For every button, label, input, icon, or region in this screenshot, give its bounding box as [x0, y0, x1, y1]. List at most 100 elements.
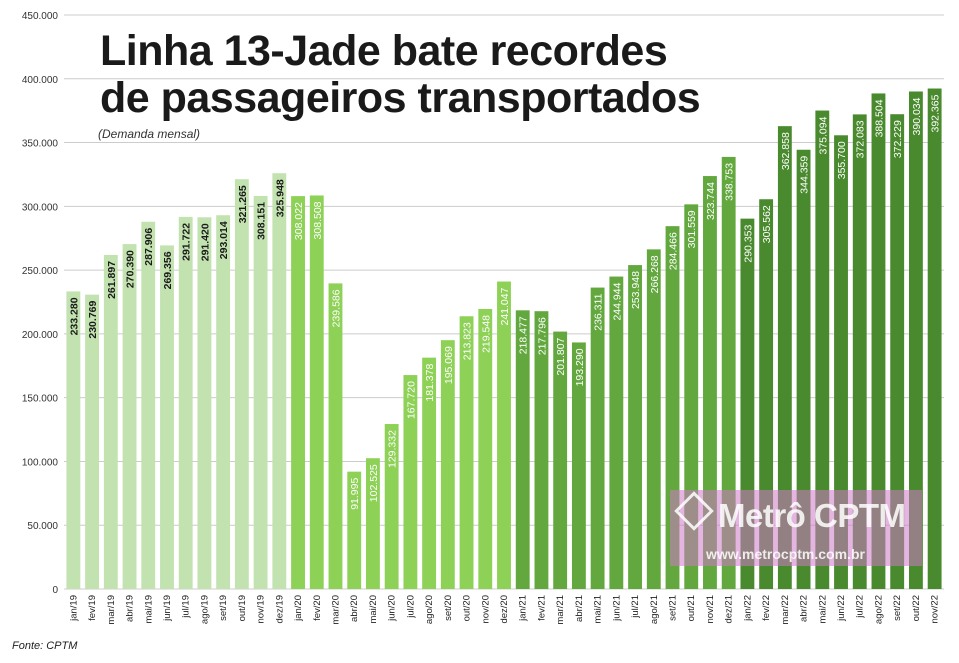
x-tick-label: abr/22 [799, 595, 810, 622]
x-tick-label: fev/19 [87, 595, 98, 621]
x-tick-label: mai/20 [368, 595, 379, 624]
chart-title-line1: Linha 13-Jade bate recordes [100, 27, 668, 75]
data-label: 291.420 [199, 223, 211, 261]
source-note: Fonte: CPTM [12, 640, 78, 652]
data-label: 301.559 [686, 210, 698, 248]
x-tick-label: ago/21 [649, 595, 660, 624]
x-tick-label: jul/19 [181, 595, 192, 619]
y-tick-label: 250.000 [22, 266, 59, 277]
x-tick-label: jun/20 [387, 595, 398, 622]
x-tick-label: nov/19 [256, 595, 267, 624]
chart-subtitle: (Demanda mensal) [98, 127, 201, 141]
data-label: 372.229 [892, 120, 904, 158]
data-label: 325.948 [274, 179, 286, 217]
data-label: 213.823 [462, 322, 474, 360]
bar [85, 294, 100, 589]
data-label: 321.265 [237, 185, 249, 223]
x-tick-label: jun/22 [836, 595, 847, 622]
x-tick-label: mai/22 [817, 595, 828, 624]
watermark-logo-text: Metrô CPTM [718, 497, 906, 534]
bar [366, 458, 380, 589]
bar [609, 276, 624, 589]
bar [852, 114, 867, 590]
x-tick-label: fev/22 [761, 595, 772, 621]
x-tick-label: jun/19 [162, 595, 173, 622]
chart-title: Linha 13-Jade bate recordes de passageir… [100, 27, 701, 122]
x-tick-label: dez/20 [499, 595, 510, 624]
data-label: 244.944 [611, 282, 623, 320]
x-tick-label: mai/19 [143, 595, 154, 624]
data-label: 390.034 [911, 97, 923, 135]
x-tick-label: jun/21 [611, 595, 622, 622]
bar [890, 114, 905, 589]
bar [777, 126, 792, 589]
x-tick-label: fev/21 [536, 595, 547, 621]
x-tick-label: nov/21 [705, 595, 716, 624]
bar [927, 88, 942, 589]
x-tick-label: nov/22 [930, 595, 941, 624]
x-tick-label: jan/22 [742, 595, 753, 622]
data-label: 308.022 [293, 202, 305, 240]
data-label: 269.356 [162, 251, 174, 289]
x-tick-label: set/20 [443, 595, 454, 621]
bar [328, 283, 343, 589]
bar [234, 179, 249, 589]
x-tick-label: jan/20 [293, 595, 304, 622]
y-tick-label: 200.000 [22, 330, 59, 341]
data-label: 239.586 [330, 289, 342, 327]
y-tick-label: 50.000 [27, 521, 58, 532]
x-tick-label: out/21 [686, 595, 697, 621]
x-tick-label: set/22 [892, 595, 903, 621]
bar [440, 340, 455, 589]
y-tick-label: 150.000 [22, 394, 59, 405]
x-tick-label: abr/20 [349, 595, 360, 622]
x-tick-label: out/20 [462, 595, 473, 621]
bar [834, 135, 848, 589]
data-label: 293.014 [218, 221, 230, 259]
y-tick-label: 350.000 [22, 139, 59, 150]
x-tick-label: abr/19 [125, 595, 136, 622]
bar [103, 254, 118, 589]
x-tick-label: jul/21 [630, 595, 641, 619]
data-label: 195.069 [443, 346, 455, 384]
x-tick-label: jan/19 [68, 595, 79, 622]
data-label: 201.807 [555, 337, 567, 375]
x-tick-label: set/21 [668, 595, 679, 621]
cube-icon [674, 491, 714, 531]
x-tick-label: dez/19 [274, 595, 285, 624]
data-label: 323.744 [705, 182, 717, 220]
bar [459, 316, 474, 589]
data-label: 181.378 [424, 363, 436, 401]
data-label: 392.365 [930, 94, 942, 132]
bar [403, 375, 418, 589]
x-tick-label: ago/19 [199, 595, 210, 624]
data-label: 236.311 [593, 293, 605, 330]
data-label: 270.390 [125, 250, 137, 288]
x-tick-label: ago/22 [873, 595, 884, 624]
data-label: 233.280 [68, 297, 80, 335]
bar [272, 173, 287, 589]
bar [571, 342, 586, 589]
bar [815, 110, 830, 590]
data-label: 253.948 [630, 271, 642, 309]
data-label: 291.722 [181, 223, 193, 261]
bar [534, 311, 549, 589]
y-tick-label: 400.000 [22, 75, 59, 86]
bar [908, 91, 923, 590]
x-tick-label: mar/19 [106, 595, 117, 625]
bar [66, 291, 81, 589]
x-tick-label: dez/21 [724, 595, 735, 624]
x-tick-label: mar/20 [330, 595, 341, 625]
bar [497, 281, 511, 589]
data-label: 284.466 [668, 232, 680, 270]
x-tick-label: jan/21 [518, 595, 529, 622]
data-label: 344.359 [799, 156, 811, 194]
x-tick-label: mar/21 [555, 595, 566, 625]
x-tick-label: nov/20 [480, 595, 491, 624]
x-tick-label: set/19 [218, 595, 229, 621]
y-tick-label: 100.000 [22, 457, 59, 468]
x-tick-label: fev/20 [312, 595, 323, 621]
x-tick-label: mai/21 [593, 595, 604, 624]
